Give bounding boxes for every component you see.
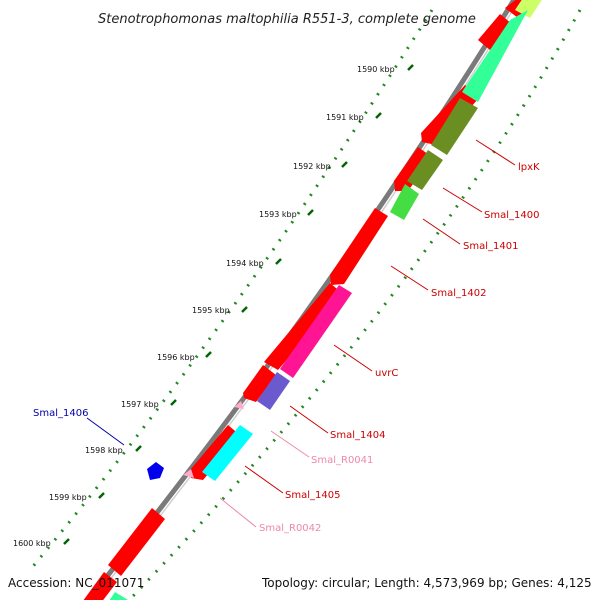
- gene-label: Smal_1402: [431, 288, 486, 299]
- accession-label: Accession: NC_011071: [8, 576, 144, 590]
- gene-arrow: [394, 147, 432, 191]
- tick-mark: [98, 492, 105, 499]
- tick-mark: [63, 538, 70, 545]
- cog-segment: [462, 10, 528, 102]
- gene-arrow: [190, 425, 241, 480]
- cog-segment: [109, 592, 128, 600]
- reverse-genes: [147, 462, 164, 480]
- gene-label-leader: [475, 139, 516, 166]
- gene-label-leader: [289, 405, 329, 434]
- gene-smal-1406: [147, 462, 164, 480]
- gene-arrow: [83, 572, 117, 600]
- cog-segment: [407, 150, 443, 190]
- forward-genes: [83, 0, 535, 600]
- tick-mark: [170, 399, 177, 406]
- tick-label: 1598 kbp: [85, 446, 123, 455]
- gene-label-leader: [390, 265, 429, 291]
- tick-label: 1592 kbp: [293, 162, 331, 171]
- gene-label-leader: [270, 430, 310, 458]
- gene-arrow: [264, 283, 343, 370]
- tick-mark: [307, 209, 314, 216]
- cog-band: [109, 0, 542, 600]
- cog-segment: [202, 425, 253, 481]
- tick-label: 1595 kbp: [192, 306, 230, 315]
- topology-label: Topology: circular; Length: 4,573,969 bp…: [261, 576, 592, 590]
- gene-label: Smal_1405: [285, 490, 340, 501]
- tick-mark: [205, 351, 212, 358]
- gene-label: Smal_1404: [330, 430, 385, 441]
- gene-label: Smal_1401: [463, 241, 518, 252]
- inner-dotted-ring: [127, 9, 582, 600]
- gene-label-leader: [244, 465, 284, 494]
- gene-arrow: [108, 508, 165, 576]
- outer-dotted-ring: [28, 9, 434, 571]
- tick-label: 1597 kbp: [121, 400, 159, 409]
- gene-label-leader: [333, 344, 373, 372]
- gene-labels: lpxK Smal_1400 Smal_1401 Smal_1402 uvrC Smal_…: [33, 139, 540, 534]
- tick-label: 1600 kbp: [13, 539, 51, 548]
- gene-label-leader: [219, 497, 257, 528]
- cog-segment: [257, 372, 290, 410]
- gene-label: uvrC: [375, 368, 398, 379]
- gene-label-leader: [442, 187, 483, 213]
- gene-label: Smal_1400: [484, 210, 539, 221]
- gene-label: Smal_R0042: [259, 523, 321, 534]
- gene-label: lpxK: [518, 162, 540, 173]
- tick-label: 1591 kbp: [326, 113, 364, 122]
- tick-mark: [135, 445, 142, 452]
- backbone-ring: [84, 0, 520, 600]
- tick-mark: [341, 161, 348, 168]
- gene-arrow: [330, 208, 388, 285]
- tick-marks: 1590 kbp 1591 kbp 1592 kbp 1593 kbp 1594 kbp…: [13, 64, 414, 548]
- tick-label: 1593 kbp: [259, 210, 297, 219]
- gene-arrow: [478, 14, 512, 50]
- gene-arrow: [234, 401, 244, 409]
- tick-mark: [241, 306, 248, 313]
- tick-label: 1594 kbp: [226, 259, 264, 268]
- cog-segment: [280, 285, 352, 378]
- tick-label: 1590 kbp: [357, 65, 395, 74]
- gene-label-leader: [422, 218, 461, 245]
- cog-segment: [431, 98, 478, 155]
- gene-label: Smal_R0041: [311, 455, 373, 466]
- tick-mark: [275, 258, 282, 265]
- cog-segment: [515, 0, 542, 18]
- tick-label: 1596 kbp: [157, 353, 195, 362]
- gene-label-leader: [86, 417, 125, 446]
- tick-mark: [407, 64, 414, 71]
- figure-title: Stenotrophomonas maltophilia R551-3, com…: [98, 12, 476, 27]
- tick-mark: [375, 112, 382, 119]
- gene-arrow: [183, 469, 194, 478]
- cog-segment: [390, 184, 419, 220]
- gene-arrow: [243, 365, 276, 402]
- gene-label: Smal_1406: [33, 408, 88, 419]
- tick-label: 1599 kbp: [49, 493, 87, 502]
